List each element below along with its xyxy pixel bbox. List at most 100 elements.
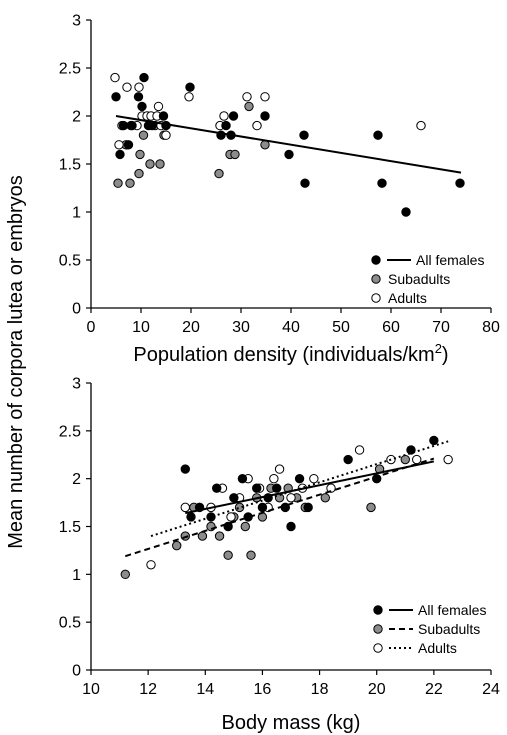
data-point-filled-black — [299, 130, 309, 140]
y-tick-label: 0 — [72, 301, 81, 318]
data-point-open — [443, 454, 453, 465]
data-point-filled-black — [111, 92, 121, 102]
data-point-open — [309, 473, 319, 484]
x-tick-label: 30 — [232, 319, 250, 336]
data-point-open — [326, 483, 336, 493]
data-point-filled-black — [272, 483, 282, 493]
data-point-filled-black — [228, 111, 239, 121]
y-tick-label: 0.5 — [59, 253, 81, 270]
data-point-filled-gray — [366, 502, 376, 513]
data-point-filled-black — [158, 111, 169, 121]
x-tick-label: 14 — [196, 681, 214, 698]
x-tick-label: 18 — [311, 681, 329, 698]
data-point-filled-black — [252, 483, 262, 493]
data-point-filled-gray — [206, 521, 216, 532]
x-tick-label: 10 — [82, 681, 100, 698]
data-point-filled-black — [133, 92, 144, 102]
data-point-filled-gray — [145, 159, 155, 169]
chart-panel-1: 00.511.522.530 10 20 30 40 50 60 70 80Population… — [59, 13, 500, 367]
x-tick-label: 10 — [132, 319, 150, 336]
x-tick-label: 24 — [482, 681, 500, 698]
data-point-open — [153, 101, 164, 112]
data-point-filled-black — [300, 178, 310, 188]
data-point-filled-gray — [230, 149, 240, 160]
legend-label: Subadults — [388, 271, 450, 287]
data-point-filled-black — [303, 502, 313, 513]
data-point-filled-black — [401, 207, 411, 217]
x-axis-label: Population density (individuals/km2) — [133, 341, 448, 366]
x-tick-label: 70 — [432, 319, 450, 336]
legend-marker — [371, 255, 381, 265]
data-point-filled-black — [294, 473, 305, 484]
chart-panel-2: 0 0.5 1 1.5 2 2.5 3 10 12 14 16 18 20 22 24 Body mass (… — [59, 376, 500, 735]
data-point-open — [122, 82, 132, 92]
data-point-filled-black — [185, 82, 195, 92]
x-tick-label: 0 — [87, 319, 96, 336]
data-point-open — [146, 560, 156, 570]
legend: All females Subadults Adults — [373, 602, 486, 656]
y-tick-label: 2 — [72, 109, 81, 126]
data-point-open — [226, 512, 236, 522]
data-point-open — [184, 92, 194, 102]
y-tick-label: 2.5 — [59, 61, 81, 78]
data-point-filled-black — [286, 521, 296, 532]
data-point-filled-black — [139, 72, 149, 83]
y-tick-label: 2 — [72, 471, 81, 488]
data-point-filled-black — [127, 120, 137, 131]
data-point-filled-black — [455, 178, 465, 188]
legend-label: All females — [416, 252, 484, 268]
data-point-filled-black — [237, 473, 248, 484]
trend-line-solid — [115, 115, 462, 174]
data-point-filled-gray — [134, 168, 144, 179]
data-point-filled-gray — [135, 149, 145, 160]
legend-marker — [373, 605, 383, 615]
x-tick-label: 80 — [482, 319, 500, 336]
data-point-filled-black — [180, 464, 190, 474]
shared-y-axis-label: Mean number of corpora lutea or embryos — [5, 175, 27, 549]
data-point-filled-black — [118, 120, 129, 131]
legend-label: Adults — [418, 640, 457, 656]
data-point-filled-gray — [180, 531, 190, 541]
data-point-open — [134, 82, 144, 92]
data-point-open — [260, 92, 270, 102]
data-point-filled-black — [221, 120, 231, 131]
legend-marker — [371, 293, 381, 303]
data-point-filled-gray — [400, 454, 410, 465]
data-point-open — [114, 140, 124, 150]
data-point-filled-gray — [240, 521, 250, 532]
legend-marker — [373, 624, 383, 634]
data-point-open — [242, 92, 252, 102]
data-point-open — [416, 120, 426, 131]
data-point-filled-black — [123, 140, 134, 150]
data-point-filled-gray — [120, 569, 130, 580]
data-point-filled-gray — [125, 178, 135, 188]
data-point-open — [180, 502, 190, 513]
data-point-open — [286, 493, 296, 503]
data-point-filled-gray — [172, 540, 182, 551]
data-point-filled-black — [377, 178, 387, 188]
legend-marker — [373, 643, 383, 653]
data-point-filled-black — [284, 149, 294, 160]
data-point-open — [161, 130, 171, 140]
y-tick-label: 1.5 — [59, 519, 81, 536]
data-point-filled-black — [206, 512, 216, 522]
data-point-filled-black — [257, 502, 268, 513]
trend-line-dashed — [124, 457, 435, 558]
x-tick-label: 20 — [182, 319, 200, 336]
data-point-open — [252, 120, 262, 131]
data-point-filled-black — [373, 130, 383, 140]
data-point-open — [354, 445, 365, 455]
data-point-filled-black — [260, 111, 270, 121]
legend-label: Adults — [388, 290, 427, 306]
x-axis-label: Body mass (kg) — [222, 712, 361, 734]
data-point-filled-gray — [244, 101, 254, 112]
y-tick-label: 2.5 — [59, 423, 81, 440]
data-point-filled-black — [212, 483, 222, 493]
legend-label: Subadults — [418, 621, 480, 637]
y-tick-label: 0 — [72, 663, 81, 680]
data-point-open — [274, 464, 285, 474]
x-tick-label: 40 — [282, 319, 300, 336]
data-point-filled-gray — [113, 178, 123, 188]
y-tick-label: 1 — [72, 205, 81, 222]
data-point-open — [110, 72, 120, 83]
